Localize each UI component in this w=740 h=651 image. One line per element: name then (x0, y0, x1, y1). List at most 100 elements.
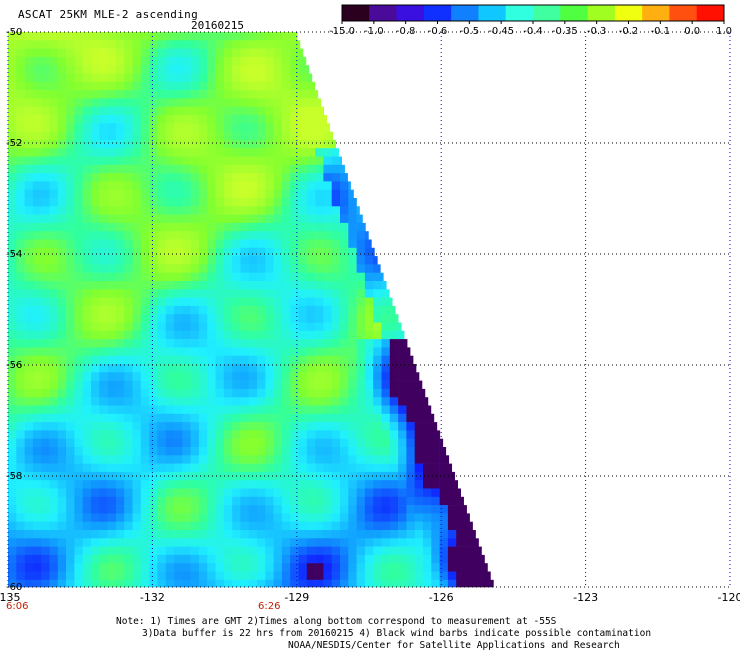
swath-cell (315, 381, 324, 390)
swath-cell (83, 580, 92, 588)
swath-cell (249, 231, 258, 240)
swath-cell (199, 190, 208, 199)
swath-cell (116, 464, 125, 473)
swath-cell (448, 563, 457, 572)
swath-cell (83, 447, 92, 456)
swath-cell (157, 82, 166, 91)
swath-cell (299, 173, 308, 182)
swath-cell (282, 190, 291, 199)
swath-cell (25, 140, 34, 149)
swath-cell (74, 472, 83, 481)
swath-cell (240, 314, 249, 323)
swath-cell (108, 90, 117, 99)
swath-cell (50, 206, 59, 215)
swath-cell (290, 381, 299, 390)
swath-cell (174, 364, 183, 373)
swath-cell (249, 198, 258, 207)
swath-cell (8, 90, 17, 99)
swath-cell (265, 98, 274, 107)
swath-cell (398, 347, 407, 356)
swath-cell (174, 538, 183, 547)
swath-cell (332, 430, 341, 439)
swath-cell (8, 223, 17, 232)
swath-cell (299, 489, 308, 498)
swath-cell (216, 372, 225, 381)
swath-cell (224, 173, 233, 182)
swath-cell (74, 430, 83, 439)
swath-cell (199, 422, 208, 431)
swath-cell (33, 298, 42, 307)
swath-cell (16, 107, 25, 116)
swath-cell (357, 281, 366, 290)
swath-cell (365, 430, 374, 439)
swath-cell (191, 140, 200, 149)
swath-cell (25, 555, 34, 564)
swath-cell (216, 74, 225, 83)
swath-cell (423, 406, 431, 415)
swath-cell (406, 513, 415, 522)
swath-cell (166, 347, 175, 356)
swath-cell (481, 547, 482, 556)
swath-cell (91, 32, 100, 41)
swath-cell (207, 530, 216, 539)
swath-cell (265, 40, 274, 49)
swath-cell (224, 522, 233, 531)
swath-cell (8, 148, 17, 157)
swath-cell (274, 256, 283, 265)
swath-cell (50, 538, 59, 547)
swath-cell (224, 489, 233, 498)
swath-cell (108, 347, 117, 356)
swath-cell (224, 32, 233, 41)
swath-cell (357, 314, 366, 323)
swath-cell (315, 422, 324, 431)
swath-cell (91, 165, 100, 174)
swath-cell (390, 397, 399, 406)
swath-cell (108, 538, 117, 547)
swath-cell (274, 49, 283, 58)
swath-cell (116, 98, 125, 107)
swath-cell (99, 231, 108, 240)
swath-cell (315, 115, 324, 124)
swath-cell (265, 555, 274, 564)
swath-cell (99, 323, 108, 332)
swath-cell (141, 57, 150, 66)
swath-cell (116, 123, 125, 132)
swath-cell (365, 231, 369, 240)
swath-cell (365, 256, 374, 265)
swath-cell (174, 298, 183, 307)
swath-cell (141, 522, 150, 531)
swath-cell (16, 530, 25, 539)
swath-cell (133, 522, 142, 531)
swath-cell (365, 298, 374, 307)
swath-cell (191, 74, 200, 83)
swath-cell (240, 530, 249, 539)
swath-cell (357, 522, 366, 531)
swath-cell (448, 505, 457, 514)
swath-data (8, 32, 494, 587)
swath-cell (332, 165, 341, 174)
swath-cell (41, 157, 50, 166)
swath-cell (274, 65, 283, 74)
swath-cell (332, 480, 341, 489)
swath-cell (66, 223, 75, 232)
swath-cell (299, 339, 308, 348)
swath-cell (58, 165, 67, 174)
swath-cell (25, 298, 34, 307)
swath-cell (348, 489, 357, 498)
swath-cell (216, 264, 225, 273)
swath-cell (382, 397, 391, 406)
swath-cell (257, 165, 266, 174)
swath-cell (265, 538, 274, 547)
swath-cell (257, 397, 266, 406)
swath-cell (50, 430, 59, 439)
swath-cell (199, 231, 208, 240)
swath-cell (166, 422, 175, 431)
swath-cell (282, 314, 291, 323)
swath-cell (373, 555, 382, 564)
swath-cell (299, 40, 301, 49)
swath-cell (348, 455, 357, 464)
swath-cell (348, 430, 357, 439)
swath-cell (124, 489, 133, 498)
swath-cell (323, 356, 332, 365)
swath-cell (41, 273, 50, 282)
